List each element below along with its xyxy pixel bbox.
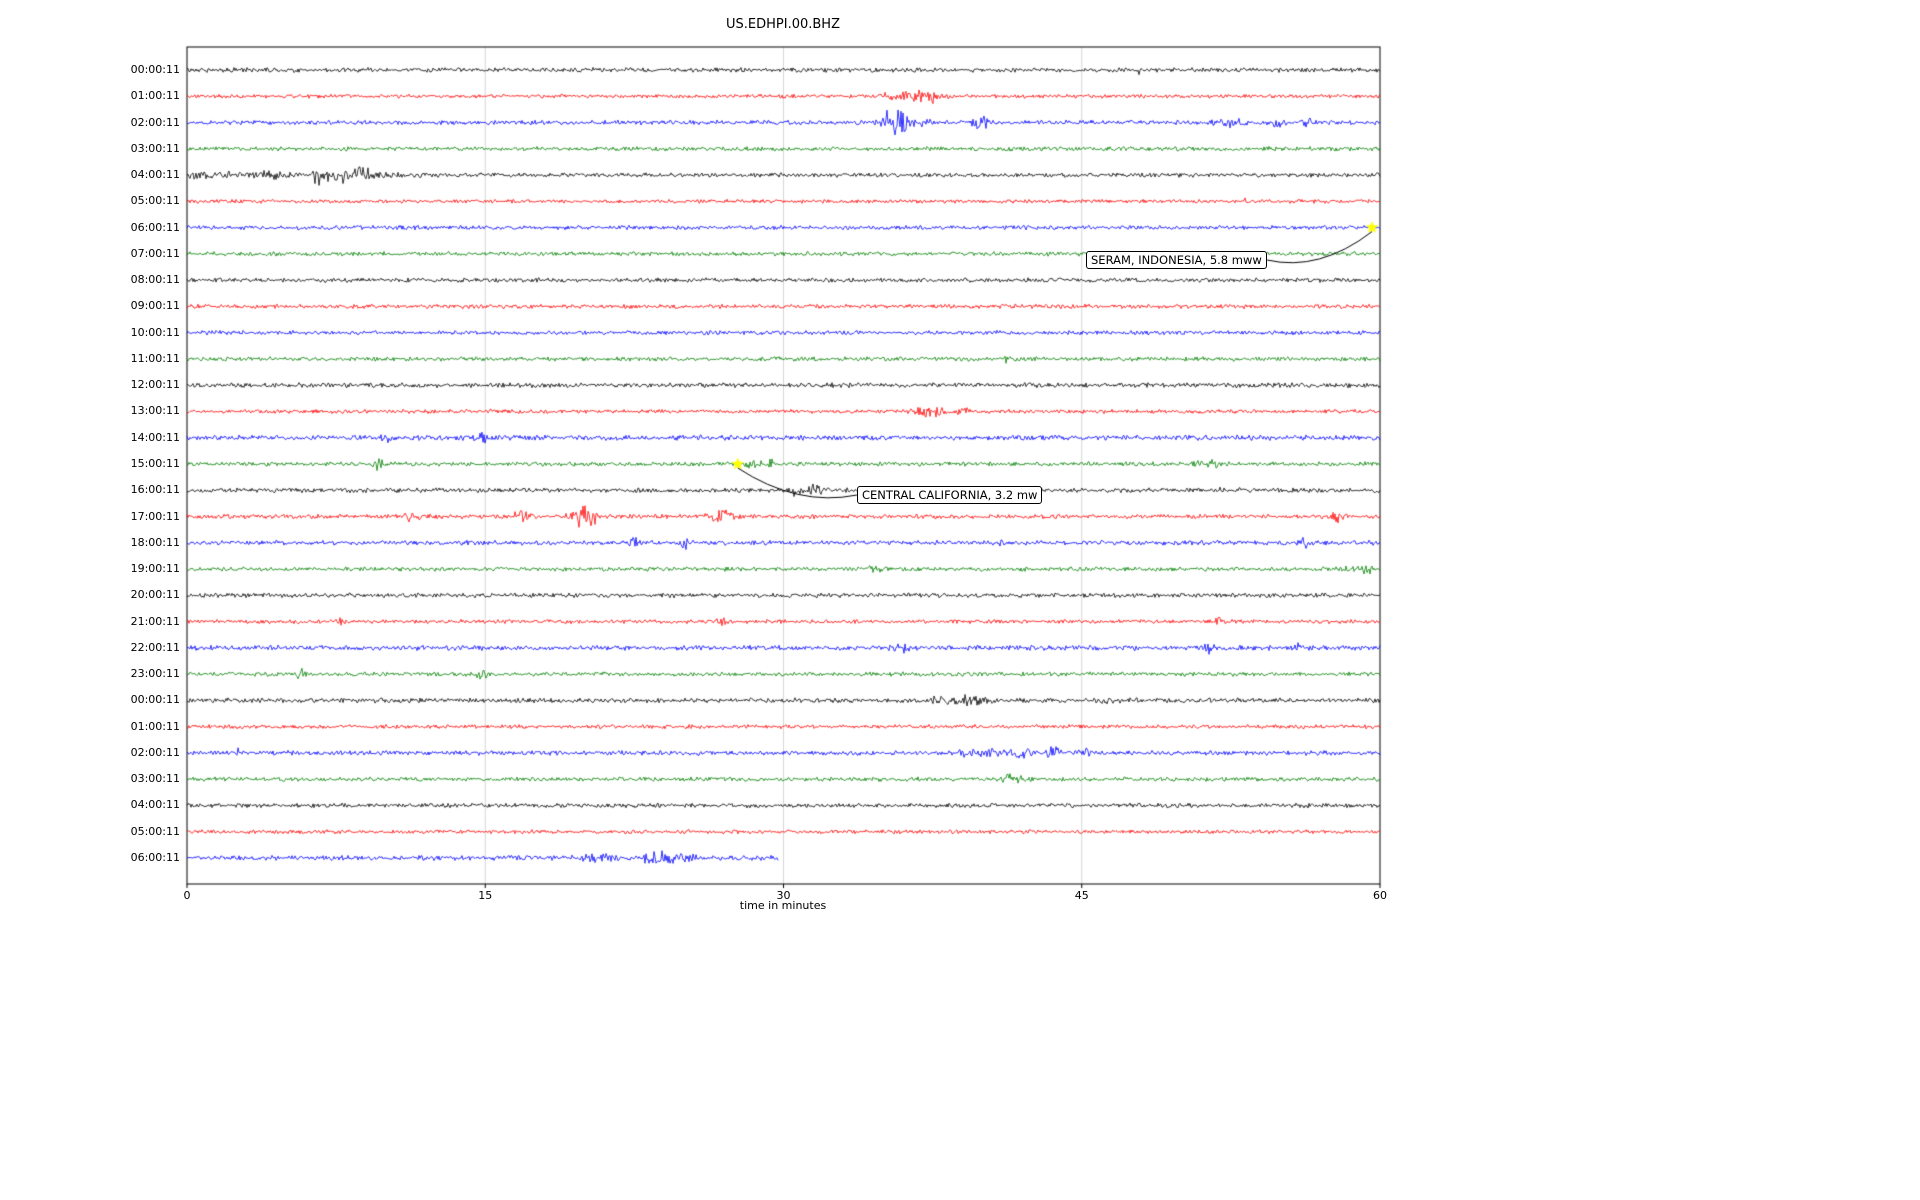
trace-time-label: 09:00:11 xyxy=(130,299,180,313)
trace-time-label: 21:00:11 xyxy=(130,614,180,628)
x-tick-label: 30 xyxy=(776,889,791,902)
trace-time-label: 06:00:11 xyxy=(130,220,180,234)
trace-time-label: 10:00:11 xyxy=(130,325,180,339)
x-axis-label: time in minutes xyxy=(739,899,827,912)
trace-time-label: 16:00:11 xyxy=(130,483,180,497)
trace-time-label: 00:00:11 xyxy=(130,693,180,707)
trace-time-label: 03:00:11 xyxy=(130,772,180,786)
trace-time-label: 15:00:11 xyxy=(130,457,180,470)
trace-time-label: 01:00:11 xyxy=(130,719,180,733)
trace-time-label: 20:00:11 xyxy=(130,588,180,602)
trace-time-label: 05:00:11 xyxy=(130,824,180,838)
trace-time-label: 05:00:11 xyxy=(130,194,180,208)
x-tick-label: 45 xyxy=(1074,889,1089,902)
event-annotation: CENTRAL CALIFORNIA, 3.2 mw xyxy=(857,486,1043,504)
trace-time-label: 04:00:11 xyxy=(130,798,180,812)
x-tick-label: 0 xyxy=(183,889,191,902)
trace-time-label: 13:00:11 xyxy=(130,404,180,418)
trace-time-label: 02:00:11 xyxy=(130,745,180,759)
trace-time-label: 04:00:11 xyxy=(130,168,180,182)
trace-time-label: 19:00:11 xyxy=(130,562,180,576)
trace-time-label: 03:00:11 xyxy=(130,141,180,155)
trace-time-label: 14:00:11 xyxy=(130,430,180,444)
trace-time-label: 11:00:11 xyxy=(130,351,180,365)
trace-time-label: 07:00:11 xyxy=(130,246,180,260)
trace-time-label: 17:00:11 xyxy=(130,509,180,523)
trace-time-label: 01:00:11 xyxy=(130,89,180,103)
x-tick-label: 15 xyxy=(478,889,493,902)
trace-time-label: 23:00:11 xyxy=(130,667,180,681)
trace-time-label: 08:00:11 xyxy=(130,273,180,287)
trace-time-label: 02:00:11 xyxy=(130,115,180,129)
trace-time-label: 18:00:11 xyxy=(130,535,180,549)
trace-time-label: 22:00:11 xyxy=(130,640,180,654)
trace-time-label: 06:00:11 xyxy=(130,851,180,864)
event-annotation: SERAM, INDONESIA, 5.8 mww xyxy=(1086,251,1267,269)
trace-time-label: 00:00:11 xyxy=(130,63,180,76)
x-tick-label: 60 xyxy=(1373,889,1387,902)
trace-time-label: 12:00:11 xyxy=(130,378,180,392)
